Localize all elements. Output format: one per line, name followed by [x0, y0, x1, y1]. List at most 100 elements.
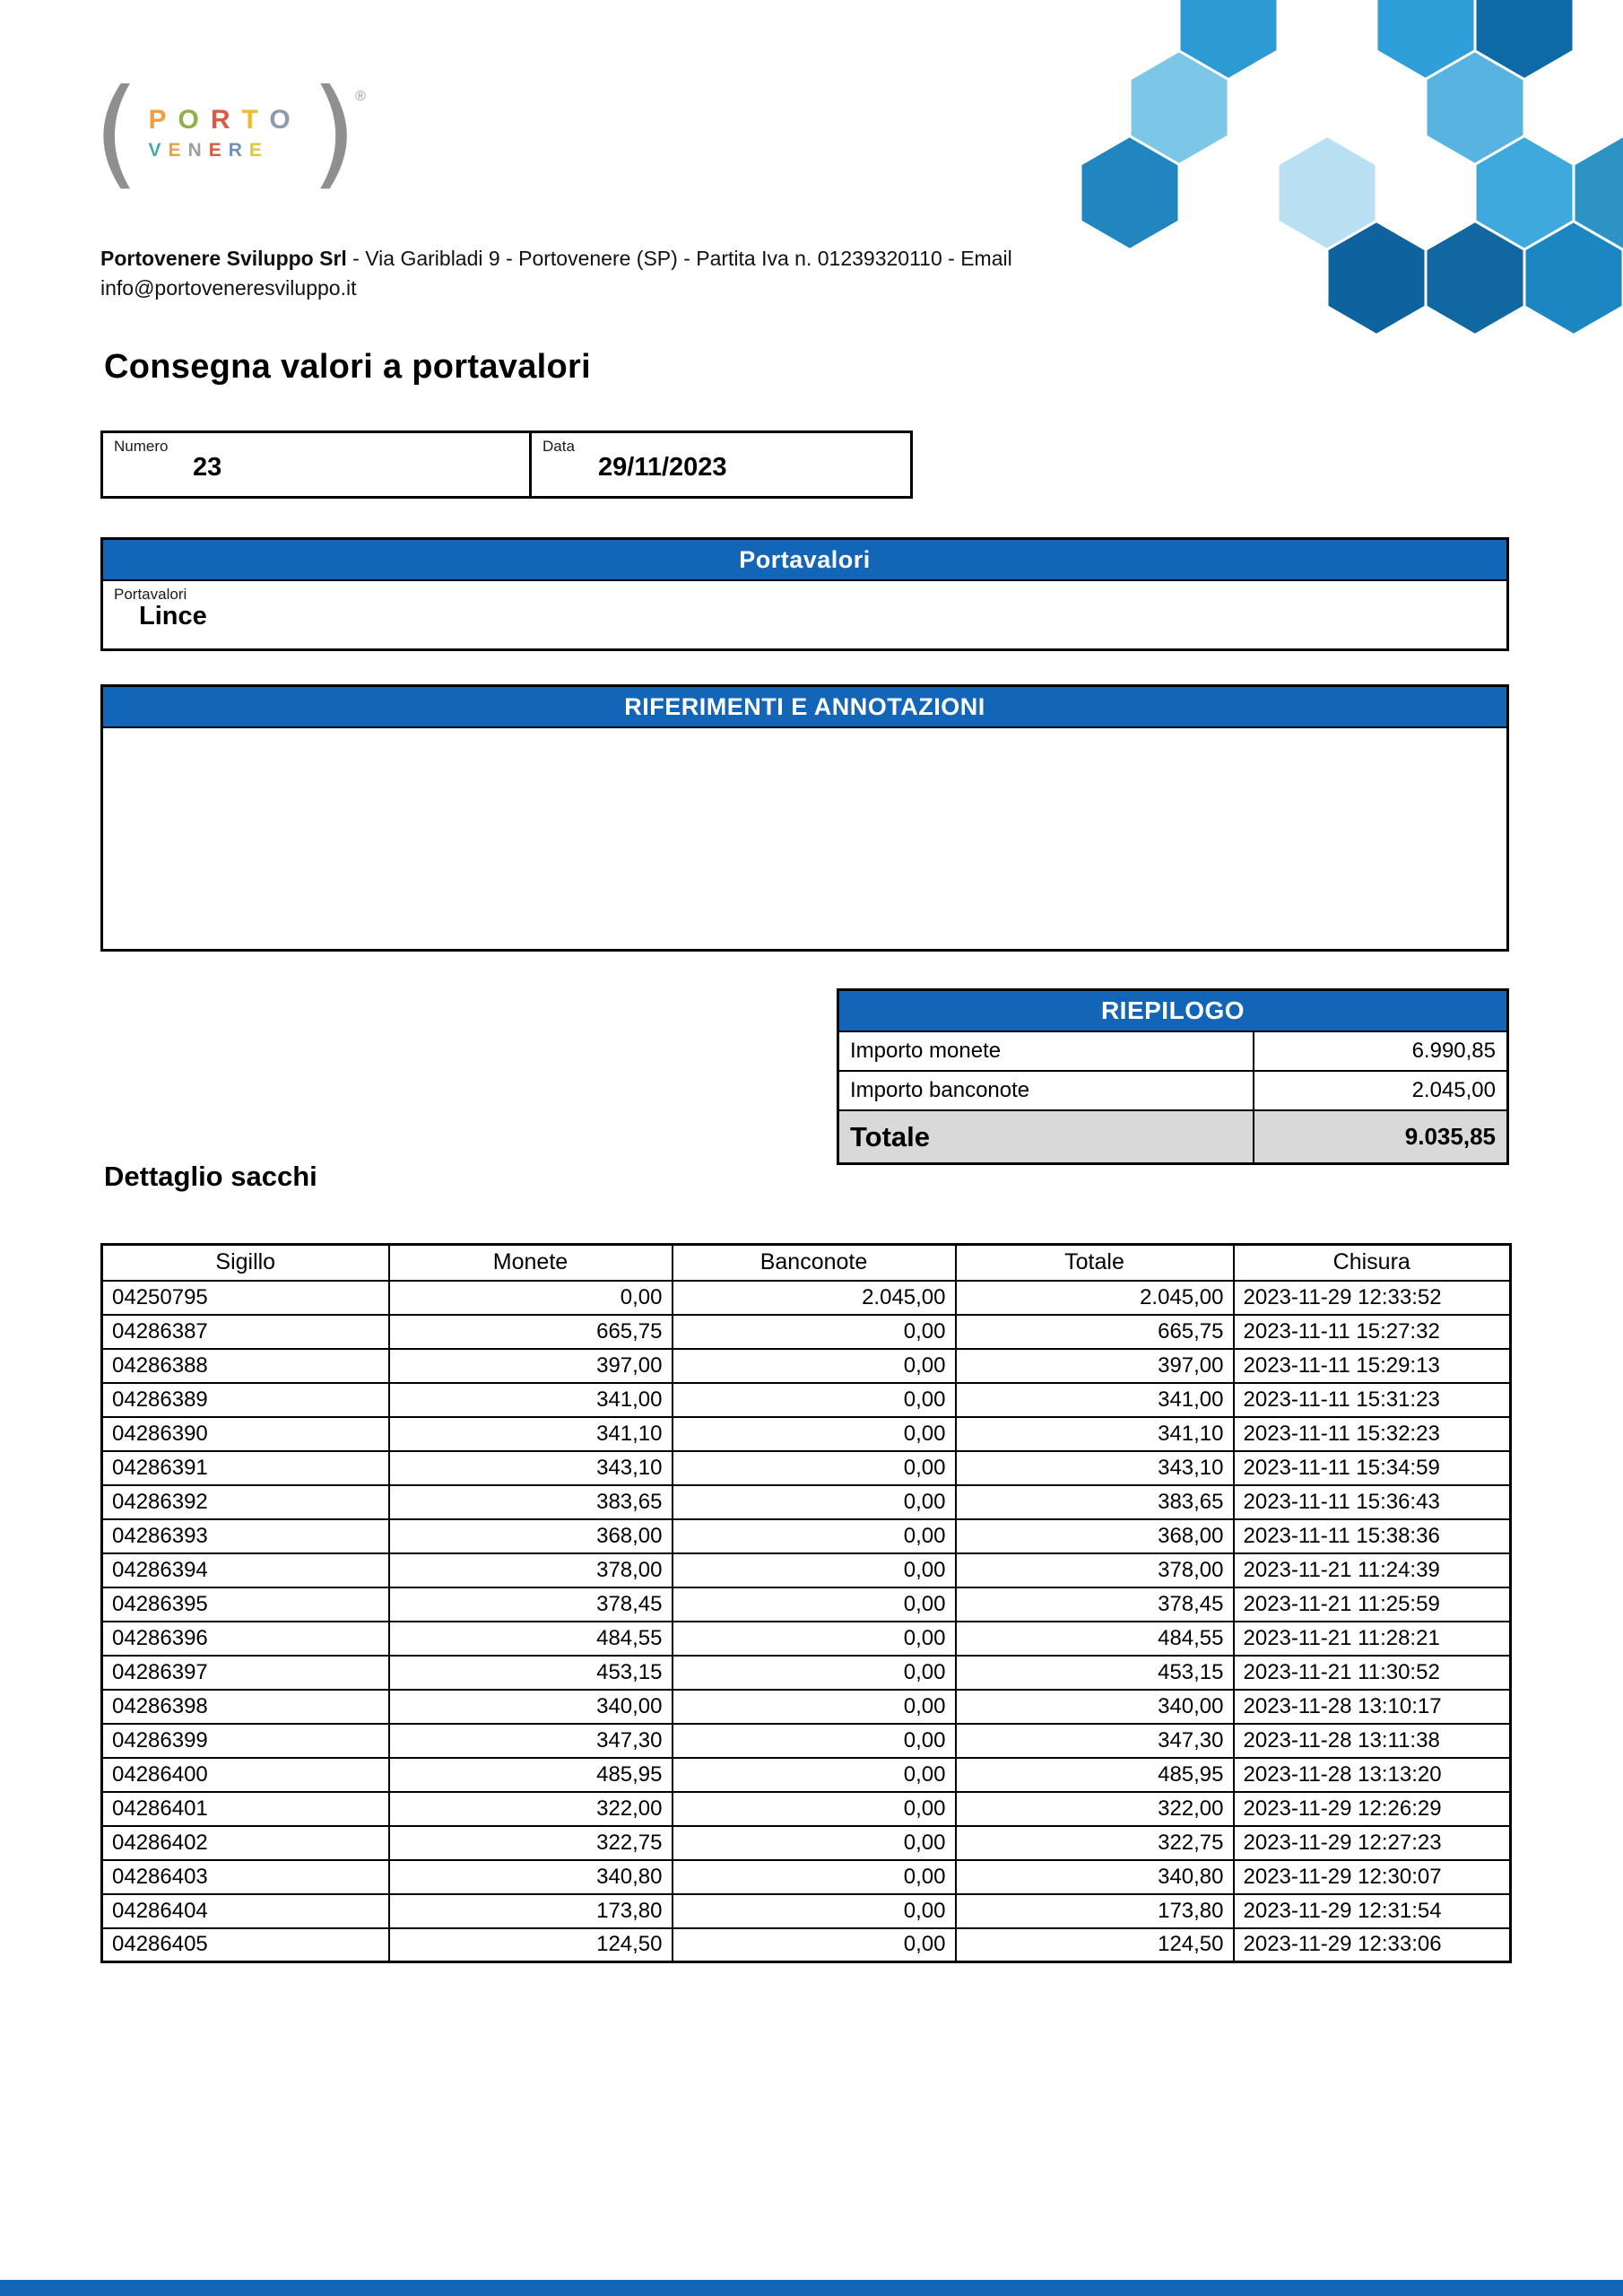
table-cell: 665,75: [954, 1313, 1235, 1350]
data-value: 29/11/2023: [598, 453, 727, 482]
table-cell: 04286401: [100, 1790, 390, 1827]
logo-letter: E: [168, 139, 188, 161]
table-cell: 173,80: [954, 1892, 1235, 1929]
logo-letter: R: [210, 104, 242, 135]
table-cell: 347,30: [387, 1722, 673, 1759]
riepilogo-value: 2.045,00: [1253, 1072, 1506, 1109]
table-cell: 484,55: [387, 1620, 673, 1657]
table-cell: 2023-11-21 11:24:39: [1232, 1552, 1512, 1588]
table-cell: 0,00: [671, 1518, 957, 1554]
table-cell: 2023-11-29 12:33:52: [1232, 1279, 1512, 1316]
table-cell: 2023-11-21 11:30:52: [1232, 1654, 1512, 1691]
table-row: 04250795 0,00 2.045,00 2.045,00 2023-11-29 1…: [100, 1279, 1512, 1316]
table-cell: 2023-11-11 15:38:36: [1232, 1518, 1512, 1554]
table-cell: 322,00: [954, 1790, 1235, 1827]
logo-letter: R: [228, 139, 249, 161]
table-cell: 04286391: [100, 1449, 390, 1486]
table-cell: 173,80: [387, 1892, 673, 1929]
riepilogo-label: Importo monete: [850, 1039, 1002, 1063]
table-cell: 2.045,00: [954, 1279, 1235, 1316]
table-row: 04286392 383,65 0,00 383,65 2023-11-11 15:36…: [100, 1483, 1512, 1520]
table-row: 04286398 340,00 0,00 340,00 2023-11-28 13:10…: [100, 1688, 1512, 1725]
table-cell: 04286393: [100, 1518, 390, 1554]
table-cell: 347,30: [954, 1722, 1235, 1759]
dettaglio-title: Dettaglio sacchi: [104, 1161, 317, 1192]
table-cell: 0,00: [671, 1688, 957, 1725]
table-cell: 2023-11-11 15:34:59: [1232, 1449, 1512, 1486]
annotazioni-section-header: RIFERIMENTI E ANNOTAZIONI: [103, 687, 1506, 726]
table-row: 04286401 322,00 0,00 322,00 2023-11-29 12:26…: [100, 1790, 1512, 1827]
table-cell: 0,00: [671, 1790, 957, 1827]
table-cell: 485,95: [954, 1756, 1235, 1793]
table-cell: 322,75: [387, 1824, 673, 1861]
table-row: 04286394 378,00 0,00 378,00 2023-11-21 11:24…: [100, 1552, 1512, 1588]
logo-text: PORTO VENERE: [149, 105, 302, 161]
dettaglio-header-row: Sigillo Monete Banconote Totale Chisura: [100, 1243, 1512, 1282]
table-cell: 04286394: [100, 1552, 390, 1588]
table-cell: 04286389: [100, 1381, 390, 1418]
portavalori-section-header: Portavalori: [103, 540, 1506, 579]
table-cell: 04286396: [100, 1620, 390, 1657]
column-header-banconote: Banconote: [671, 1243, 957, 1282]
table-cell: 378,45: [954, 1586, 1235, 1622]
riepilogo-value: 6.990,85: [1253, 1032, 1506, 1070]
table-cell: 383,65: [387, 1483, 673, 1520]
table-cell: 0,00: [671, 1654, 957, 1691]
table-row: 04286400 485,95 0,00 485,95 2023-11-28 13:13…: [100, 1756, 1512, 1793]
logo-letter: E: [248, 139, 269, 161]
numero-data-box: Numero 23 Data 29/11/2023: [100, 430, 913, 499]
logo-letter: E: [208, 139, 229, 161]
riepilogo-total-row: Totale 9.035,85: [839, 1109, 1506, 1162]
column-header-monete: Monete: [387, 1243, 673, 1282]
table-cell: 665,75: [387, 1313, 673, 1350]
company-info: Portovenere Sviluppo Srl - Via Garibladi…: [100, 244, 1069, 302]
table-cell: 341,00: [954, 1381, 1235, 1418]
table-cell: 04286405: [100, 1926, 390, 1963]
table-cell: 124,50: [954, 1926, 1235, 1963]
numero-value: 23: [193, 453, 222, 482]
column-header-sigillo: Sigillo: [100, 1243, 390, 1282]
company-details: - Via Garibladi 9 - Portovenere (SP) - P…: [100, 247, 1012, 300]
riepilogo-header: RIEPILOGO: [839, 991, 1506, 1031]
annotazioni-section-body: [103, 726, 1506, 949]
portovenere-logo: ( PORTO VENERE ) ®: [93, 64, 368, 202]
table-cell: 0,00: [671, 1381, 957, 1418]
table-cell: 04286398: [100, 1688, 390, 1725]
table-row: 04286388 397,00 0,00 397,00 2023-11-11 15:29…: [100, 1347, 1512, 1384]
table-cell: 2023-11-11 15:31:23: [1232, 1381, 1512, 1418]
dettaglio-table: Sigillo Monete Banconote Totale Chisura 0425…: [100, 1243, 1512, 1963]
table-cell: 04286395: [100, 1586, 390, 1622]
table-row: 04286387 665,75 0,00 665,75 2023-11-11 15:27…: [100, 1313, 1512, 1350]
table-cell: 0,00: [671, 1722, 957, 1759]
table-cell: 0,00: [671, 1586, 957, 1622]
table-cell: 2023-11-29 12:27:23: [1232, 1824, 1512, 1861]
riepilogo-row-banconote: Importo banconote 2.045,00: [839, 1070, 1506, 1109]
table-cell: 0,00: [671, 1926, 957, 1963]
table-row: 04286393 368,00 0,00 368,00 2023-11-11 15:38…: [100, 1518, 1512, 1554]
table-row: 04286389 341,00 0,00 341,00 2023-11-11 15:31…: [100, 1381, 1512, 1418]
table-cell: 0,00: [387, 1279, 673, 1316]
table-cell: 368,00: [387, 1518, 673, 1554]
logo-letter: V: [148, 139, 169, 161]
table-cell: 485,95: [387, 1756, 673, 1793]
table-cell: 04286400: [100, 1756, 390, 1793]
table-cell: 341,10: [387, 1415, 673, 1452]
table-row: 04286404 173,80 0,00 173,80 2023-11-29 12:31…: [100, 1892, 1512, 1929]
table-cell: 04286404: [100, 1892, 390, 1929]
table-cell: 0,00: [671, 1552, 957, 1588]
logo-paren-right: ): [310, 64, 358, 202]
logo-letter: N: [187, 139, 209, 161]
table-row: 04286402 322,75 0,00 322,75 2023-11-29 12:27…: [100, 1824, 1512, 1861]
table-row: 04286405 124,50 0,00 124,50 2023-11-29 12:33…: [100, 1926, 1512, 1963]
table-row: 04286391 343,10 0,00 343,10 2023-11-11 15:34…: [100, 1449, 1512, 1486]
table-cell: 04286402: [100, 1824, 390, 1861]
table-cell: 341,10: [954, 1415, 1235, 1452]
table-cell: 340,80: [387, 1858, 673, 1895]
table-cell: 0,00: [671, 1347, 957, 1384]
table-cell: 04250795: [100, 1279, 390, 1316]
table-cell: 484,55: [954, 1620, 1235, 1657]
table-cell: 2023-11-11 15:29:13: [1232, 1347, 1512, 1384]
riepilogo-total-value: 9.035,85: [1253, 1111, 1506, 1162]
table-row: 04286403 340,80 0,00 340,80 2023-11-29 12:30…: [100, 1858, 1512, 1895]
